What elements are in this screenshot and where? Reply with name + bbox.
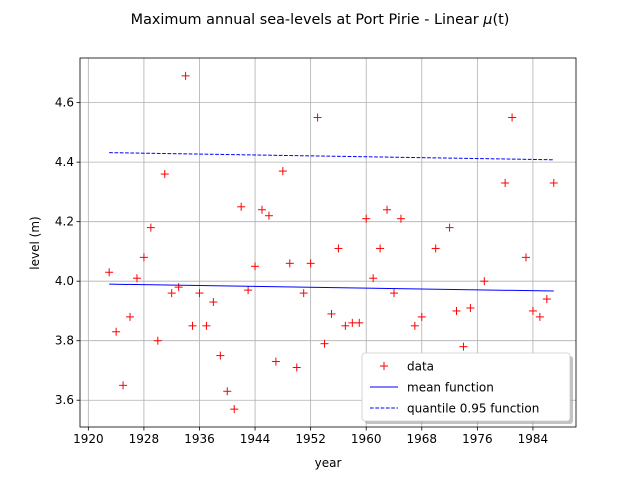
x-tick-label: 1960 [351,432,382,446]
data-point [549,178,558,187]
data-point [188,321,197,330]
legend-label: data [407,360,434,374]
data-point [376,244,385,253]
data-point [508,113,517,122]
data-point [258,205,267,214]
mean-line [109,283,554,292]
data-point [431,244,440,253]
data-point [501,178,510,187]
data-point [355,318,364,327]
data-point [202,321,211,330]
data-point [459,342,468,351]
data-point [410,321,419,330]
data-point [160,170,169,179]
data-point [334,244,343,253]
data-point [320,339,329,348]
x-tick-label: 1952 [295,432,326,446]
data-point [389,289,398,298]
data-point [119,381,128,390]
data-point [299,289,308,298]
data-point [139,253,148,262]
data-point [341,321,350,330]
data-point [528,306,537,315]
legend-box [361,352,571,422]
x-tick-label: 1936 [184,432,215,446]
data-point [181,71,190,80]
data-point [542,295,551,304]
chart-title: Maximum annual sea-levels at Port Pirie … [131,12,510,28]
data-point [369,274,378,283]
data-point [466,303,475,312]
y-tick-label: 4.6 [55,96,74,110]
y-tick-label: 4.4 [55,155,74,169]
data-point [216,351,225,360]
data-point [535,312,544,321]
data-point [348,318,357,327]
x-axis-label: year [315,456,342,470]
y-tick-label: 4.2 [55,215,74,229]
data-point [167,289,176,298]
series-layer [105,71,558,414]
legend-marker [380,362,388,370]
data-point [195,289,204,298]
data-point [327,309,336,318]
data-point [209,298,218,307]
data-point [251,262,260,271]
data-point [278,167,287,176]
x-tick-label: 1944 [240,432,271,446]
legend: data mean function quantile 0.95 function [361,352,573,424]
data-point [362,214,371,223]
grid [80,58,576,427]
x-tick-label: 1976 [462,432,493,446]
data-point [452,306,461,315]
y-tick-label: 3.6 [55,393,74,407]
data-point [146,223,155,232]
data-point [271,357,280,366]
data-point [223,387,232,396]
plot-frame [79,57,577,428]
y-tick-label: 3.8 [55,334,74,348]
legend-label: mean function [407,381,494,395]
data-point [521,253,530,262]
data-point [126,312,135,321]
data-point [313,113,322,122]
data-point [153,336,162,345]
data-point [174,283,183,292]
data-point [230,405,239,414]
data-point [480,277,489,286]
x-tick-label: 1920 [73,432,104,446]
quantile-line [109,152,554,161]
data-point [306,259,315,268]
legend-label: quantile 0.95 function [407,402,539,416]
x-axis: 1920 1928 1936 1944 1952 1960 1968 1976 1984 [73,427,548,446]
data-point [417,312,426,321]
y-tick-label: 4.0 [55,274,74,288]
data-point [383,205,392,214]
data-point [445,223,454,232]
data-point [292,363,301,372]
x-tick-label: 1928 [129,432,160,446]
data-point [112,327,121,336]
data-point [237,202,246,211]
y-axis: 3.6 3.8 4.0 4.2 4.4 4.6 [55,96,80,407]
x-tick-label: 1984 [518,432,549,446]
data-point [285,259,294,268]
data-point [264,211,273,220]
data-point [132,274,141,283]
y-axis-label: level (m) [28,216,42,269]
data-point [105,268,114,277]
x-tick-label: 1968 [407,432,438,446]
data-point [244,286,253,295]
data-point [396,214,405,223]
